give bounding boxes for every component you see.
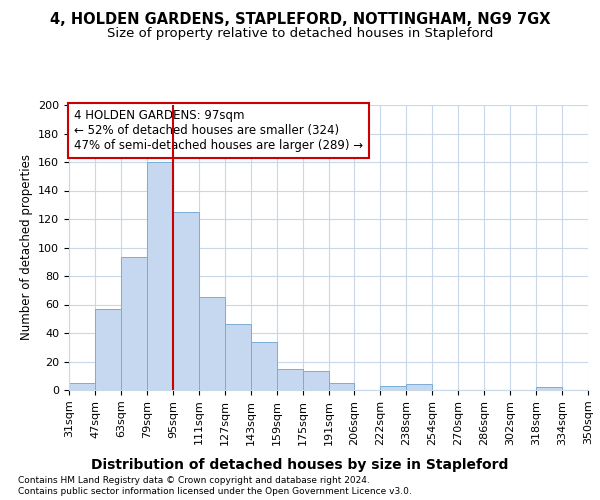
Text: 4, HOLDEN GARDENS, STAPLEFORD, NOTTINGHAM, NG9 7GX: 4, HOLDEN GARDENS, STAPLEFORD, NOTTINGHA… (50, 12, 550, 28)
Bar (303, 372, 329, 390)
Bar (225, 324, 251, 390)
Text: 4 HOLDEN GARDENS: 97sqm
← 52% of detached houses are smaller (324)
47% of semi-d: 4 HOLDEN GARDENS: 97sqm ← 52% of detache… (74, 110, 364, 152)
Bar (406, 384, 432, 390)
Bar (329, 383, 354, 390)
Bar (121, 258, 147, 390)
Text: Contains HM Land Registry data © Crown copyright and database right 2024.: Contains HM Land Registry data © Crown c… (18, 476, 370, 485)
Bar (277, 368, 303, 390)
Text: Size of property relative to detached houses in Stapleford: Size of property relative to detached ho… (107, 26, 493, 40)
Y-axis label: Number of detached properties: Number of detached properties (20, 154, 32, 340)
Bar (380, 386, 406, 390)
Bar (536, 387, 562, 390)
Bar (69, 383, 95, 390)
Text: Distribution of detached houses by size in Stapleford: Distribution of detached houses by size … (91, 458, 509, 471)
Bar (199, 298, 225, 390)
Bar (173, 212, 199, 390)
Bar (147, 162, 173, 390)
Bar (251, 342, 277, 390)
Text: Contains public sector information licensed under the Open Government Licence v3: Contains public sector information licen… (18, 487, 412, 496)
Bar (95, 309, 121, 390)
